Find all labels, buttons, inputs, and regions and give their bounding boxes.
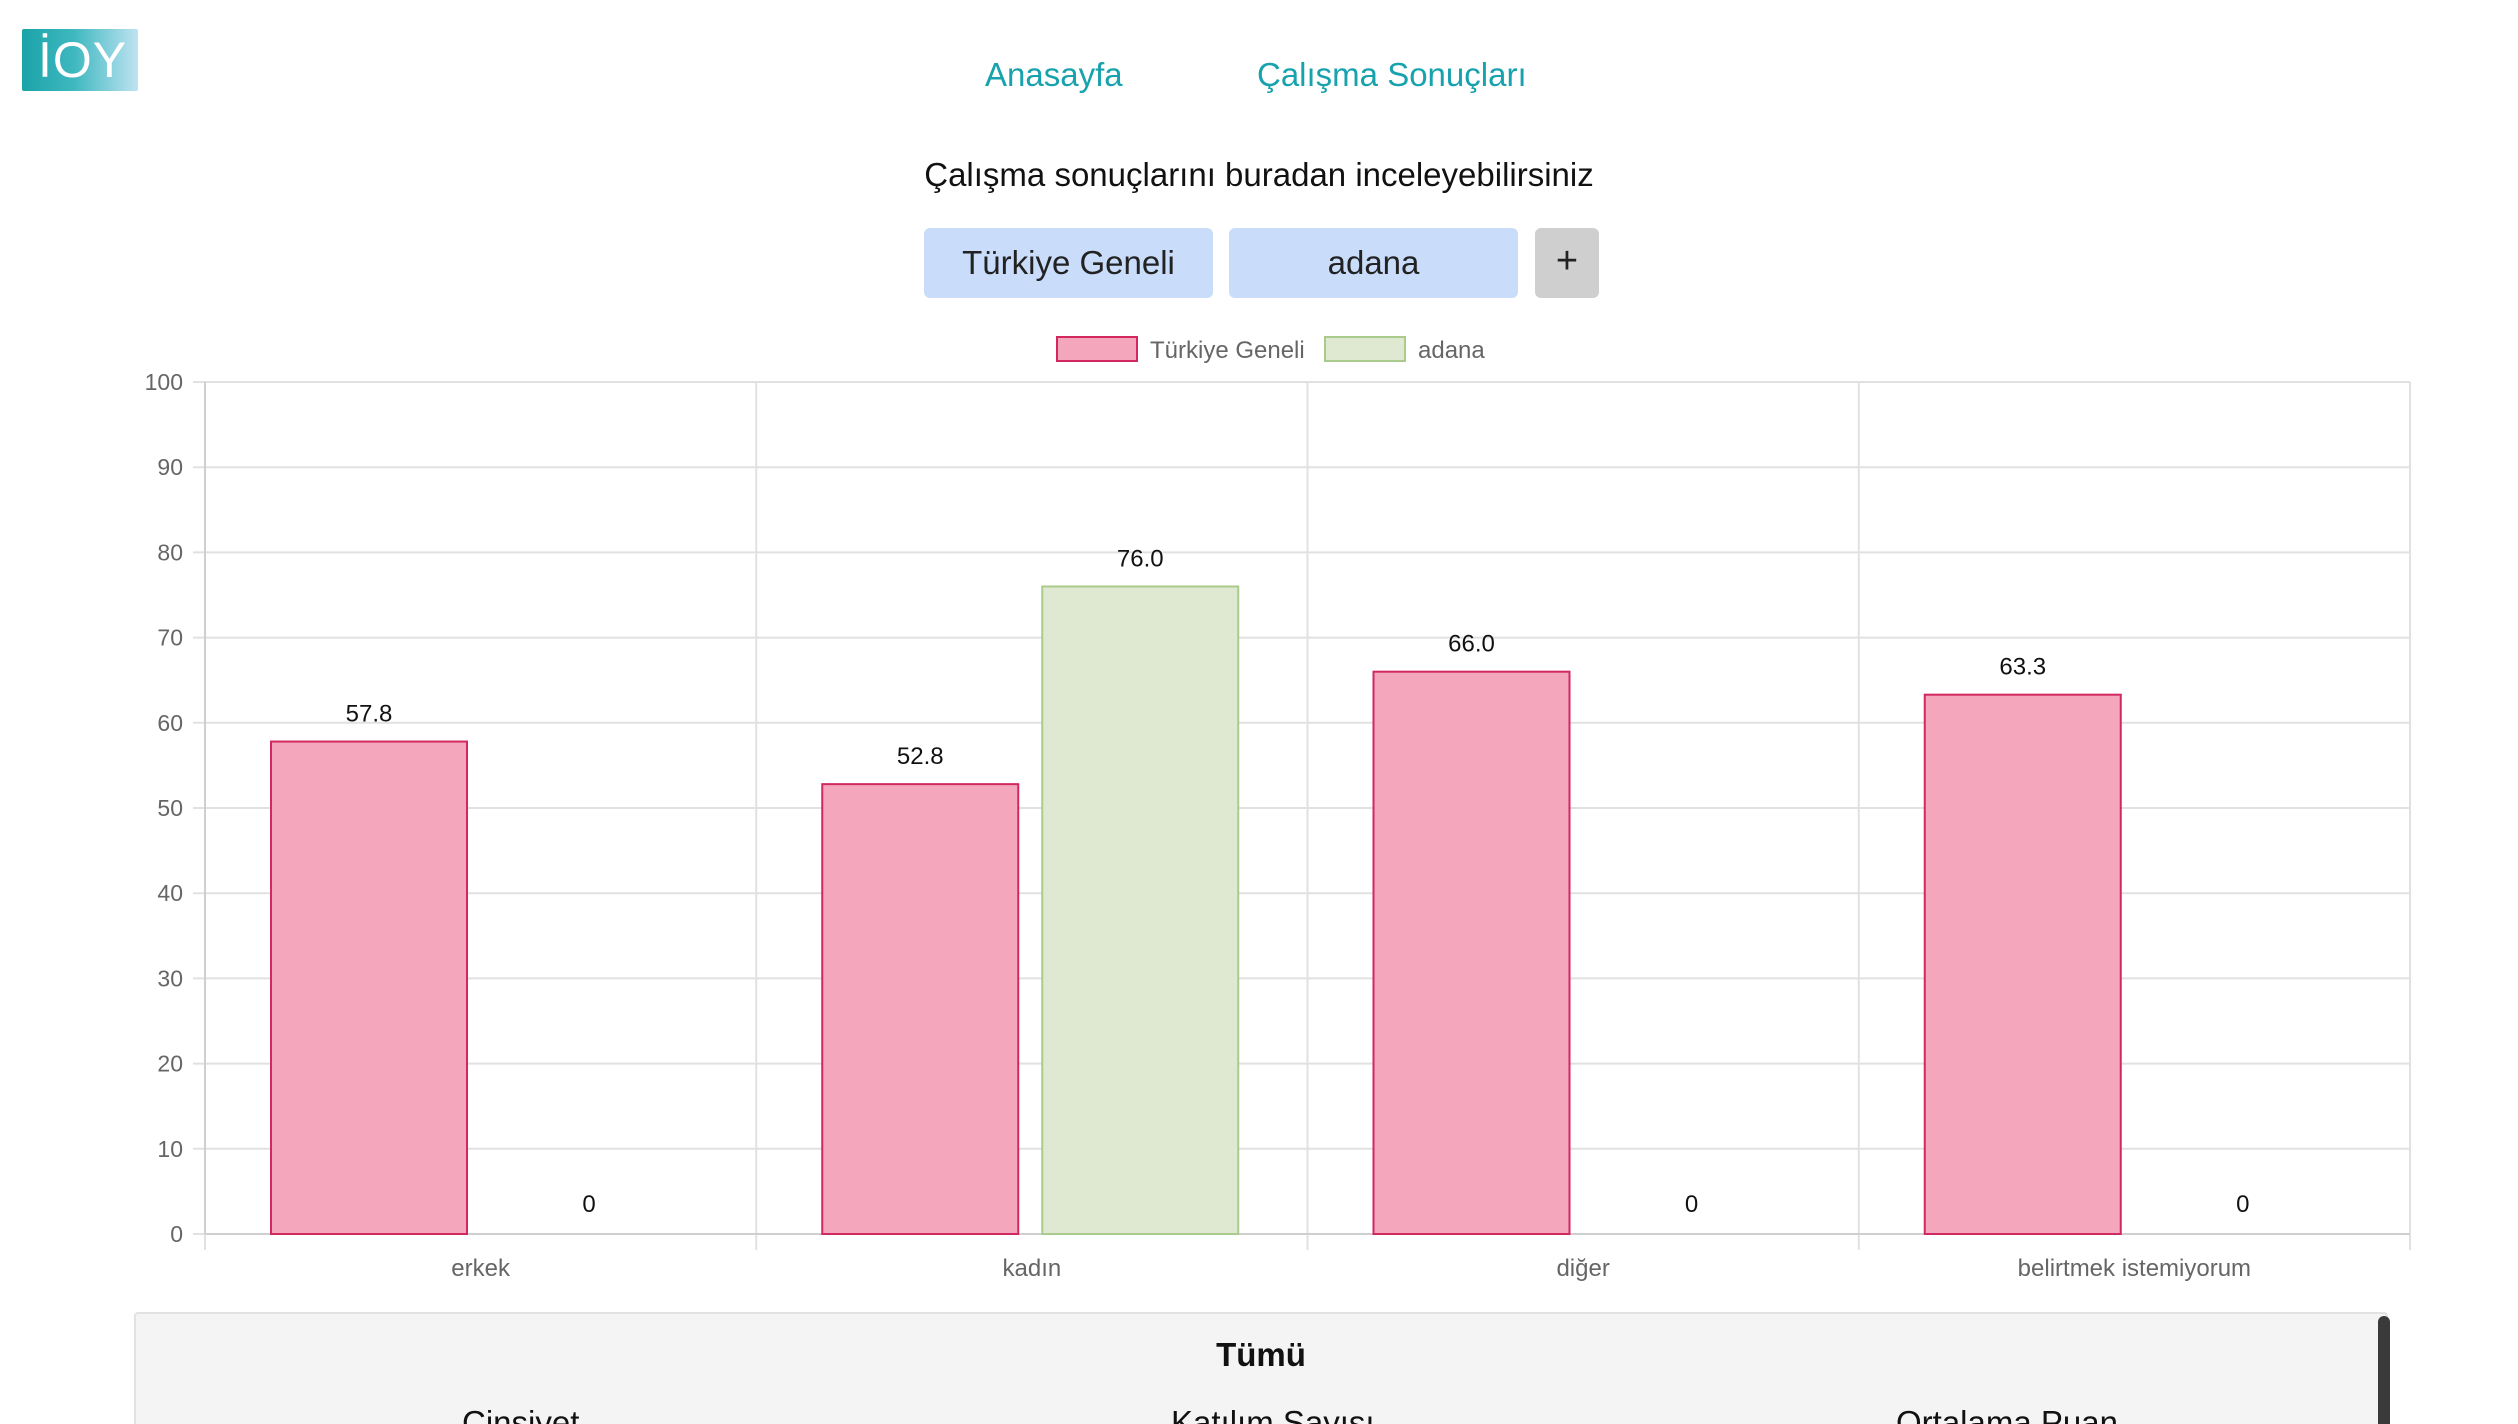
- bar-turkiye: [821, 783, 1020, 1235]
- data-label: 57.8: [346, 701, 393, 728]
- y-tick-label: 20: [157, 1051, 183, 1077]
- logo[interactable]: İOY: [22, 29, 138, 91]
- data-label: 0: [2236, 1191, 2249, 1218]
- y-tick-label: 30: [157, 965, 183, 991]
- legend-swatch: [1324, 336, 1406, 362]
- top-nav: Anasayfa Çalışma Sonuçları: [0, 56, 2518, 106]
- filter-button-turkiye[interactable]: Türkiye Geneli: [924, 228, 1213, 298]
- bar-chart: 0 10 20 30 40 50 60 70 80 90 100 57.8 52.8 66.0 63.3 0 7…: [145, 336, 2411, 1282]
- bar-adana: [1041, 585, 1240, 1235]
- nav-link-results[interactable]: Çalışma Sonuçları: [1257, 56, 1527, 93]
- legend-swatch: [1056, 336, 1138, 362]
- y-tick-label: 60: [157, 710, 183, 736]
- x-tick-label: erkek: [451, 1255, 511, 1282]
- x-tick-label: diğer: [1556, 1255, 1609, 1282]
- y-tick-label: 80: [157, 539, 183, 565]
- add-filter-button[interactable]: +: [1535, 228, 1599, 298]
- filter-button-adana[interactable]: adana: [1229, 228, 1518, 298]
- y-tick-label: 90: [157, 454, 183, 480]
- bar-turkiye: [1372, 670, 1571, 1235]
- y-tick-label: 70: [157, 625, 183, 651]
- summary-panel: Tümü Cinsiyet Katılım Sayısı Ortalama Pu…: [134, 1312, 2390, 1424]
- x-tick-label: belirtmek istemiyorum: [2018, 1255, 2251, 1282]
- y-tick-label: 50: [157, 795, 183, 821]
- y-tick-label: 0: [170, 1221, 183, 1247]
- data-label: 0: [582, 1191, 595, 1218]
- y-tick-label: 100: [145, 369, 183, 395]
- legend-label: adana: [1418, 337, 1485, 364]
- x-tick-label: kadın: [1003, 1255, 1062, 1282]
- data-label: 76.0: [1117, 545, 1164, 572]
- data-label: 52.8: [897, 743, 944, 770]
- page-subtitle: Çalışma sonuçlarını buradan inceleyebili…: [924, 156, 1594, 193]
- scrollbar[interactable]: [2378, 1316, 2390, 1424]
- data-label: 63.3: [1999, 654, 2046, 681]
- y-tick-label: 10: [157, 1136, 183, 1162]
- column-header-gender: Cinsiyet: [462, 1404, 580, 1424]
- data-label: 66.0: [1448, 631, 1495, 658]
- legend-label: Türkiye Geneli: [1150, 337, 1305, 364]
- y-tick-label: 40: [157, 880, 183, 906]
- data-label: 0: [1685, 1191, 1698, 1218]
- nav-link-home[interactable]: Anasayfa: [985, 56, 1123, 93]
- summary-title: Tümü: [1216, 1336, 1306, 1373]
- bar-turkiye: [1923, 693, 2122, 1235]
- bar-turkiye: [270, 740, 468, 1235]
- column-header-average: Ortalama Puan: [1896, 1404, 2118, 1424]
- column-header-participation: Katılım Sayısı: [1171, 1404, 1375, 1424]
